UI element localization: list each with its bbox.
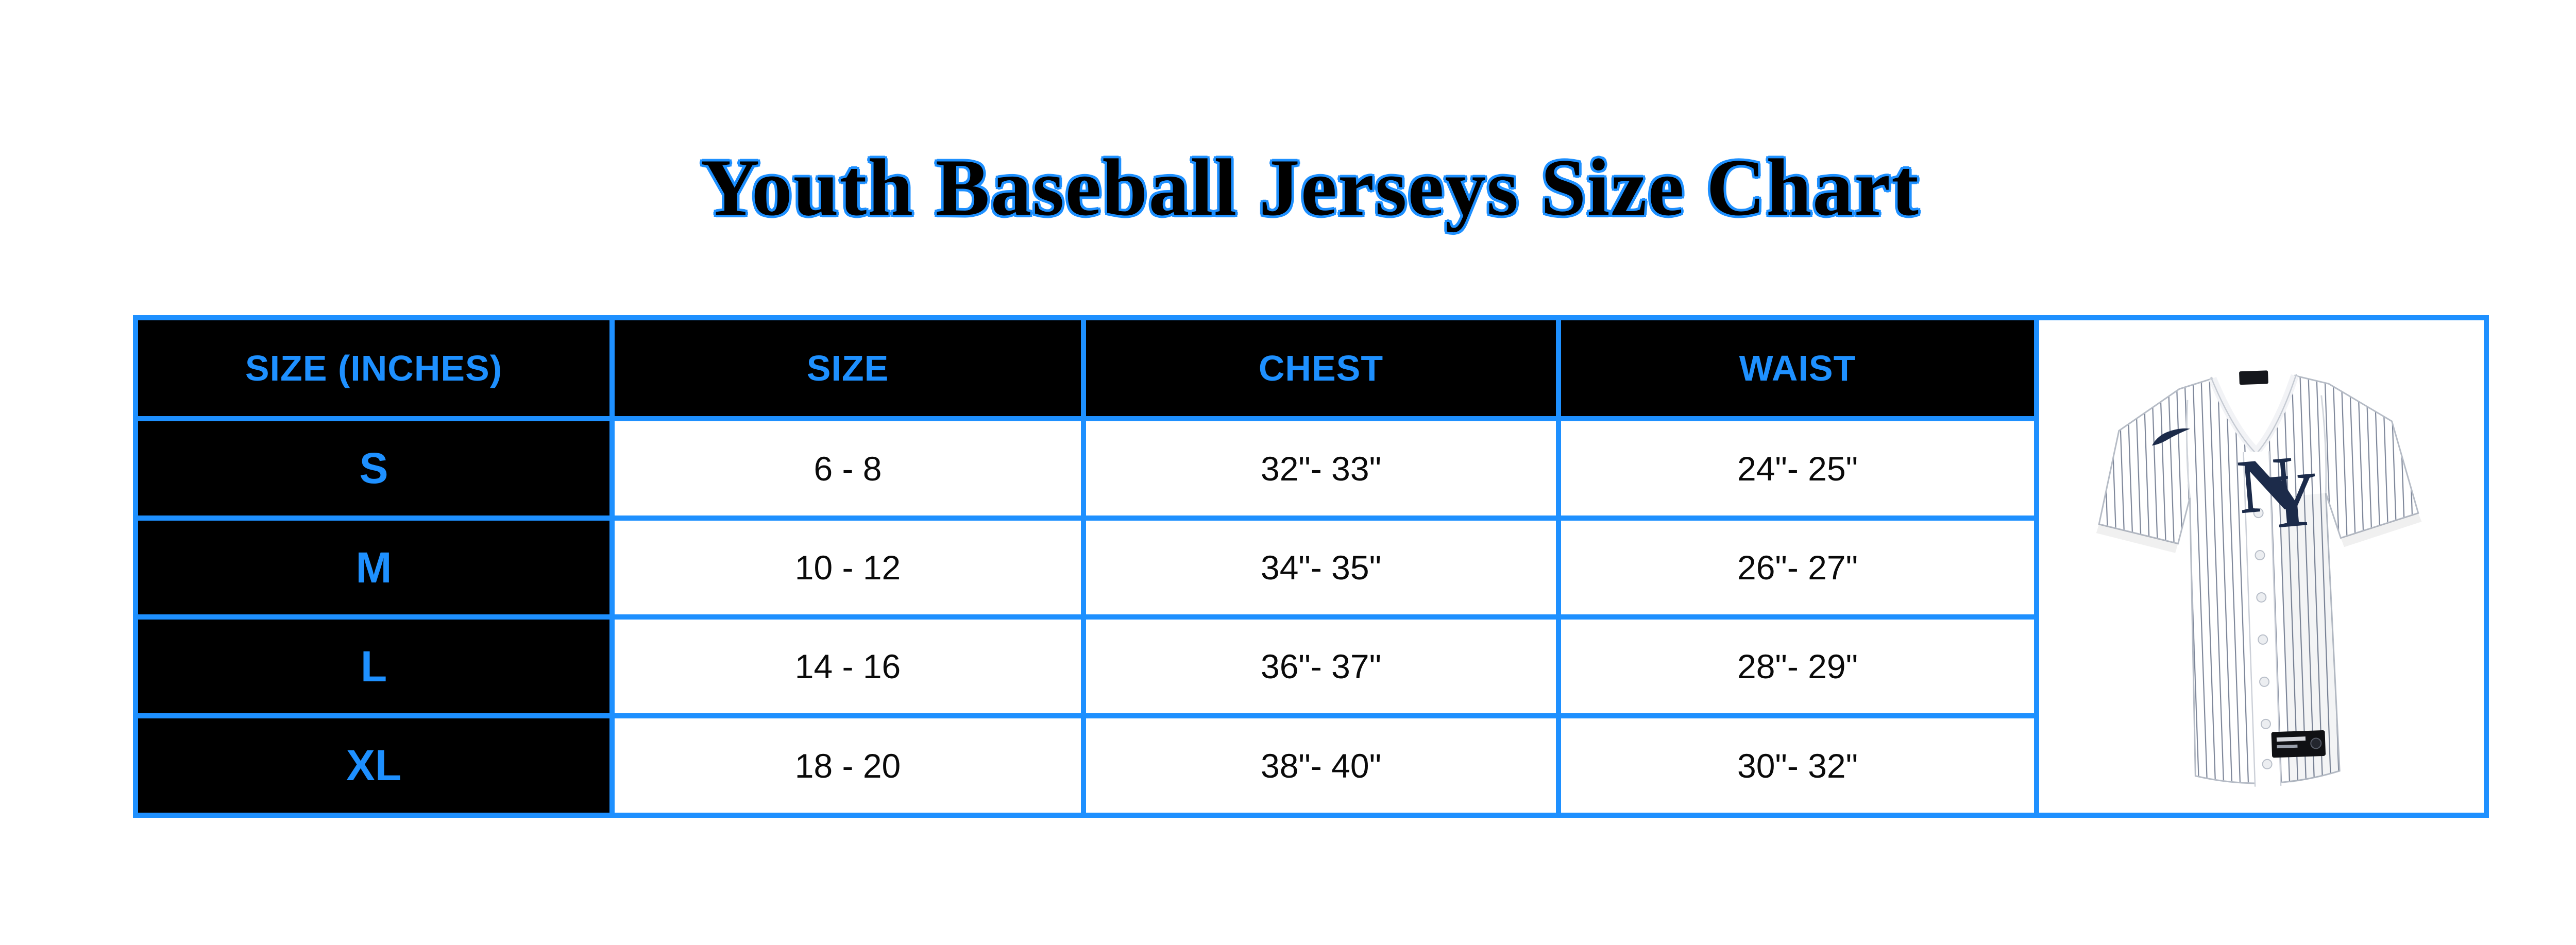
row-label-m: M [138, 521, 609, 614]
row-label-s: S [138, 421, 609, 516]
jersey-buttons [2251, 466, 2273, 769]
cell-xl-size: 18 - 20 [615, 718, 1081, 813]
column-header-waist: WAIST [1561, 320, 2034, 416]
cell-s-chest: 32"- 33" [1086, 421, 1556, 516]
cell-s-size: 6 - 8 [615, 421, 1081, 516]
jersey-product-image: N Y [2039, 320, 2484, 813]
collar-band [2209, 374, 2299, 458]
cell-l-waist: 28"- 29" [1561, 620, 2034, 713]
ny-interlocking-logo-icon: N Y [2235, 440, 2322, 546]
cell-s-waist: 24"- 25" [1561, 421, 2034, 516]
cell-m-waist: 26"- 27" [1561, 521, 2034, 614]
jersey-shading [2279, 493, 2340, 783]
cell-xl-waist: 30"- 32" [1561, 718, 2034, 813]
left-armhole-seam [2185, 400, 2191, 498]
ny-logo-n: N [2235, 440, 2298, 530]
collar-tag [2239, 370, 2268, 385]
column-header-chest: CHEST [1086, 320, 1556, 416]
cell-l-size: 14 - 16 [615, 620, 1081, 713]
yankees-jersey-illustration: N Y [2096, 370, 2422, 788]
left-cuff-seam [2096, 524, 2178, 553]
row-label-xl: XL [138, 718, 609, 813]
size-chart-table: SIZE (INCHES) SIZE CHEST WAIST S 6 - 8 3… [133, 315, 2489, 818]
cell-m-chest: 34"- 35" [1086, 521, 1556, 614]
placket-seam-right [2268, 451, 2282, 786]
column-header-size: SIZE [615, 320, 1081, 416]
ny-logo-y: Y [2259, 456, 2322, 546]
cell-l-chest: 36"- 37" [1086, 620, 1556, 713]
placket-seam-left [2243, 452, 2256, 787]
nike-swoosh-icon [2151, 428, 2190, 446]
right-cuff-seam [2341, 513, 2422, 547]
cell-xl-chest: 38"- 40" [1086, 718, 1556, 813]
right-armhole-seam [2320, 395, 2327, 493]
row-label-l: L [138, 620, 609, 713]
column-header-size-inches: SIZE (INCHES) [138, 320, 609, 416]
cell-m-size: 10 - 12 [615, 521, 1081, 614]
jock-tag [2271, 730, 2326, 758]
page-title: Youth Baseball Jerseys Size Chart [701, 142, 1920, 233]
